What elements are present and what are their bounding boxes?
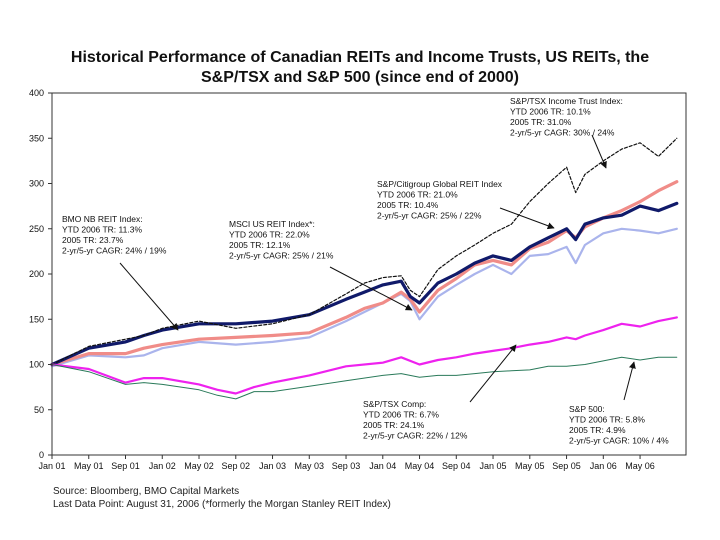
series-line-s-p-500	[51, 356, 678, 400]
y-tick-label: 350	[29, 133, 44, 143]
annotation-sp500: S&P 500:YTD 2006 TR: 5.8%2005 TR: 4.9%2-…	[569, 361, 669, 446]
x-tick-label: Sep 03	[332, 461, 361, 471]
x-tick-label: Jan 02	[149, 461, 176, 471]
annotation-arrow	[469, 344, 517, 403]
annotation-line: 2005 TR: 4.9%	[569, 425, 626, 435]
annotation-line: 2005 TR: 23.7%	[62, 235, 124, 245]
annotation-line: YTD 2006 TR: 22.0%	[229, 230, 310, 240]
annotation-tsx-income-trust: S&P/TSX Income Trust Index:YTD 2006 TR: …	[510, 96, 623, 169]
source-note: Source: Bloomberg, BMO Capital Markets	[53, 486, 240, 497]
annotation-line: 2-yr/5-yr CAGR: 30% / 24%	[510, 128, 615, 138]
y-tick-label: 300	[29, 179, 44, 189]
y-tick-label: 0	[39, 450, 44, 460]
annotation-line: S&P/TSX Income Trust Index:	[510, 96, 623, 106]
annotation-line: S&P/Citigroup Global REIT Index	[377, 179, 503, 189]
x-tick-label: May 05	[515, 461, 545, 471]
annotation-line: S&P/TSX Comp:	[363, 399, 426, 409]
x-tick-label: Jan 04	[369, 461, 396, 471]
x-tick-label: May 01	[74, 461, 104, 471]
series-line-s-p-tsx-comp	[50, 316, 678, 395]
x-tick-label: Sep 04	[442, 461, 471, 471]
annotation-line: S&P 500:	[569, 404, 605, 414]
y-tick-label: 200	[29, 269, 44, 279]
annotation-msci-us-reit: MSCI US REIT Index*:YTD 2006 TR: 22.0%20…	[229, 219, 413, 311]
annotation-line: MSCI US REIT Index*:	[229, 219, 315, 229]
annotation-line: 2-yr/5-yr CAGR: 25% / 22%	[377, 211, 482, 221]
annotation-line: 2-yr/5-yr CAGR: 24% / 19%	[62, 246, 167, 256]
annotation-tsx-comp: S&P/TSX Comp:YTD 2006 TR: 6.7%2005 TR: 2…	[363, 344, 517, 441]
y-tick-label: 400	[29, 88, 44, 98]
series-line-s-p-tsx-income-trust-index	[51, 137, 678, 366]
y-tick-label: 50	[34, 405, 44, 415]
annotation-line: 2005 TR: 24.1%	[363, 420, 425, 430]
y-tick-label: 150	[29, 314, 44, 324]
chart-title-line-1: Historical Performance of Canadian REITs…	[70, 49, 650, 66]
chart-title-line-2: S&P/TSX and S&P 500 (since end of 2000)	[200, 69, 520, 86]
annotation-line: YTD 2006 TR: 11.3%	[62, 225, 142, 235]
annotation-line: YTD 2006 TR: 5.8%	[569, 415, 645, 425]
x-tick-label: Jan 03	[259, 461, 286, 471]
annotation-arrow	[119, 262, 179, 331]
annotation-line: YTD 2006 TR: 21.0%	[377, 190, 458, 200]
series-line-s-p-citigroup-global-reit-index	[50, 201, 679, 367]
last-data-point-note: Last Data Point: August 31, 2006 (*forme…	[53, 499, 391, 510]
series-layer	[50, 137, 679, 400]
annotation-line: 2-yr/5-yr CAGR: 22% / 12%	[363, 431, 468, 441]
annotation-arrow	[623, 361, 636, 401]
annotation-line: BMO NB REIT Index:	[62, 214, 143, 224]
annotation-layer: S&P/TSX Income Trust Index:YTD 2006 TR: …	[62, 96, 669, 446]
annotation-line: 2-yr/5-yr CAGR: 25% / 21%	[229, 251, 334, 261]
series-line-msci-us-reit-index	[50, 227, 678, 368]
x-tick-label: Jan 06	[590, 461, 617, 471]
y-tick-label: 100	[29, 360, 44, 370]
x-tick-label: May 03	[295, 461, 325, 471]
annotation-arrow	[499, 207, 555, 230]
axes-layer: 0 50 100 150 200 250 300 350 400 Jan 01 May 01 Sep …	[29, 88, 687, 471]
x-tick-label: Sep 02	[222, 461, 251, 471]
x-tick-label: Sep 05	[552, 461, 581, 471]
annotation-arrow	[591, 134, 607, 169]
annotation-line: 2005 TR: 12.1%	[229, 240, 291, 250]
annotation-arrow	[329, 266, 413, 311]
annotation-line: YTD 2006 TR: 10.1%	[510, 107, 591, 117]
annotation-line: 2-yr/5-yr CAGR: 10% / 4%	[569, 436, 669, 446]
x-tick-label: Jan 05	[480, 461, 507, 471]
x-tick-label: Sep 01	[111, 461, 140, 471]
x-tick-label: May 02	[184, 461, 214, 471]
x-tick-label: May 04	[405, 461, 435, 471]
series-line-bmo-nb-reit-index	[50, 180, 679, 367]
y-tick-label: 250	[29, 224, 44, 234]
x-tick-label: Jan 01	[38, 461, 65, 471]
annotation-line: 2005 TR: 31.0%	[510, 117, 572, 127]
annotation-line: 2005 TR: 10.4%	[377, 200, 439, 210]
annotation-bmo-nb-reit: BMO NB REIT Index:YTD 2006 TR: 11.3%2005…	[62, 214, 179, 331]
x-tick-label: May 06	[625, 461, 655, 471]
annotation-line: YTD 2006 TR: 6.7%	[363, 410, 439, 420]
